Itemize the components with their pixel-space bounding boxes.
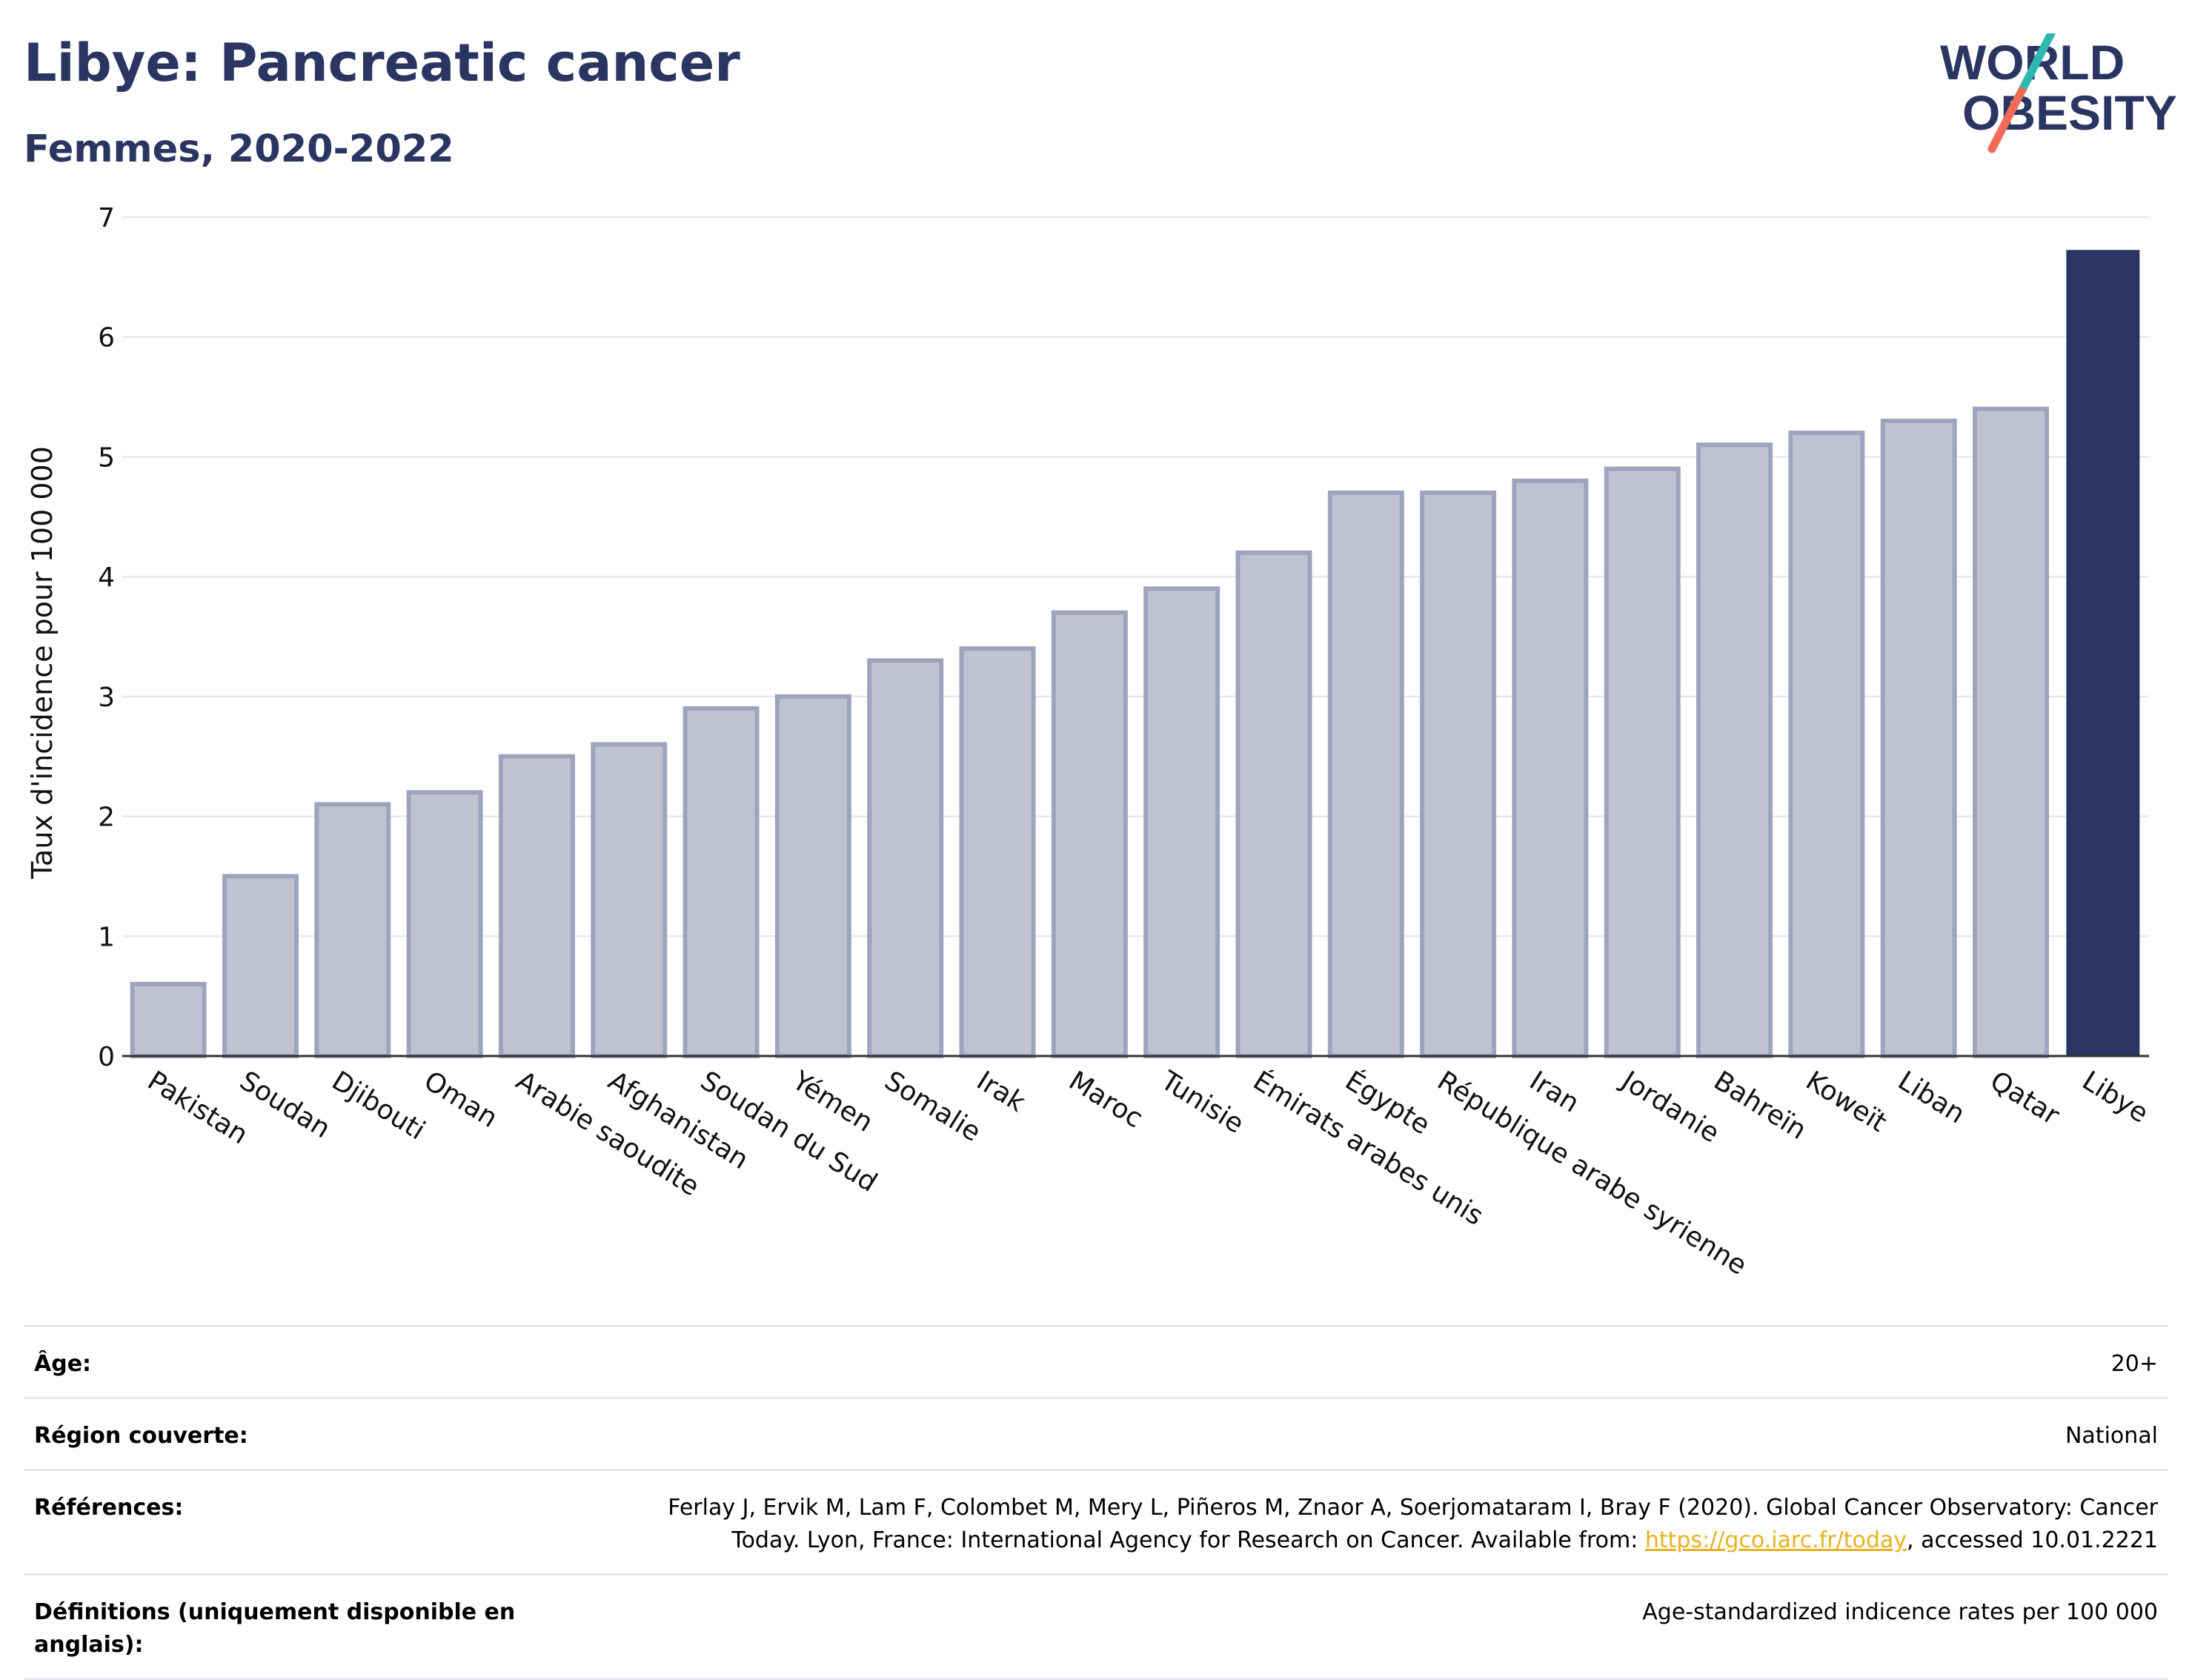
x-tick-label: Iran	[1524, 1066, 1584, 1119]
x-tick-label: Koweït	[1801, 1066, 1892, 1138]
page-subtitle: Femmes, 2020-2022	[24, 127, 454, 171]
references-text-1: Ferlay J, Ervik M, Lam F, Colombet M, Me…	[668, 1495, 2158, 1521]
x-tick-label: Maroc	[1063, 1066, 1148, 1135]
references-link[interactable]: https://gco.iarc.fr/today	[1644, 1527, 1907, 1553]
y-tick-label: 5	[98, 442, 115, 473]
bar-tunisie	[1143, 586, 1220, 1058]
bar-djibouti	[314, 802, 391, 1059]
definitions-label: Définitions (uniquement disponible en an…	[34, 1599, 516, 1658]
meta-row-age: Âge: 20+	[24, 1325, 2168, 1397]
bar-pakistan	[130, 981, 207, 1059]
bar-koweït	[1788, 431, 1865, 1058]
meta-row-definitions: Définitions (uniquement disponible en an…	[24, 1573, 2168, 1680]
y-tick-labels: 0 1 2 3 4 5 6 7	[98, 203, 115, 1072]
bar-émirats-arabes-unis	[1235, 550, 1312, 1058]
x-tick-label: Libye	[2077, 1066, 2153, 1129]
region-label: Région couverte:	[34, 1423, 248, 1449]
world-obesity-logo: WORLD OBESITY	[1940, 33, 2177, 153]
bar-libye	[2066, 250, 2140, 1057]
y-tick-label: 3	[98, 683, 115, 713]
y-tick-label: 6	[98, 323, 115, 353]
bar-liban	[1880, 418, 1957, 1058]
references-text-2: Today. Lyon, France: International Agenc…	[731, 1527, 1645, 1553]
logo-slash-teal	[2017, 33, 2056, 96]
x-tick-label: Liban	[1893, 1066, 1970, 1130]
bar-yémen	[774, 694, 851, 1058]
meta-row-references: Références: Ferlay J, Ervik M, Lam F, Co…	[24, 1469, 2168, 1573]
bar-irak	[959, 646, 1036, 1058]
age-value: 20+	[2110, 1351, 2158, 1377]
bar-oman	[406, 790, 483, 1058]
y-tick-label: 1	[98, 922, 115, 952]
x-tick-label: Irak	[972, 1066, 1031, 1118]
x-tick-label: Jordanie	[1615, 1065, 1724, 1149]
y-axis-label: Taux d'incidence pour 100 000	[26, 446, 59, 880]
bar-soudan-du-sud	[682, 706, 760, 1058]
y-tick-label: 7	[98, 203, 115, 233]
y-tick-label: 4	[98, 562, 115, 593]
bars	[130, 250, 2140, 1059]
bar-afghanistan	[591, 742, 668, 1058]
x-tick-label: Soudan	[234, 1066, 336, 1145]
x-tick-label: Pakistan	[142, 1066, 253, 1151]
x-tick-label: Oman	[419, 1066, 503, 1134]
bar-arabie-saoudite	[498, 754, 575, 1058]
references-label: Références:	[34, 1495, 184, 1521]
bar-égypte	[1327, 490, 1404, 1058]
bar-soudan	[222, 874, 299, 1059]
region-value: National	[2065, 1423, 2158, 1449]
x-tick-label: Qatar	[1985, 1066, 2065, 1132]
definitions-value: Age-standardized indicence rates per 100…	[1642, 1599, 2158, 1625]
bar-république-arabe-syrienne	[1420, 490, 1497, 1058]
y-tick-label: 2	[98, 803, 115, 833]
bar-somalie	[867, 658, 944, 1058]
meta-row-region: Région couverte: National	[24, 1397, 2168, 1469]
x-tick-label: Djibouti	[327, 1066, 431, 1146]
metadata-table: Âge: 20+ Région couverte: National Référ…	[24, 1325, 2168, 1680]
logo-slash-coral	[1987, 87, 2026, 153]
x-tick-label: Tunisie	[1155, 1065, 1249, 1140]
references-value: Ferlay J, Ervik M, Lam F, Colombet M, Me…	[523, 1492, 2158, 1557]
bar-bahreïn	[1696, 442, 1773, 1058]
x-tick-label: République arabe syrienne	[1432, 1066, 1752, 1281]
bar-jordanie	[1604, 466, 1681, 1058]
references-text-3: , accessed 10.01.2221	[1907, 1527, 2158, 1553]
page-title: Libye: Pancreatic cancer	[24, 33, 740, 93]
age-label: Âge:	[34, 1351, 92, 1377]
x-tick-label: Somalie	[879, 1066, 986, 1148]
y-tick-label: 0	[98, 1042, 115, 1072]
x-tick-label: Bahreïn	[1708, 1066, 1811, 1146]
bar-qatar	[1973, 406, 2050, 1058]
bar-iran	[1512, 478, 1589, 1058]
bar-maroc	[1051, 610, 1128, 1058]
